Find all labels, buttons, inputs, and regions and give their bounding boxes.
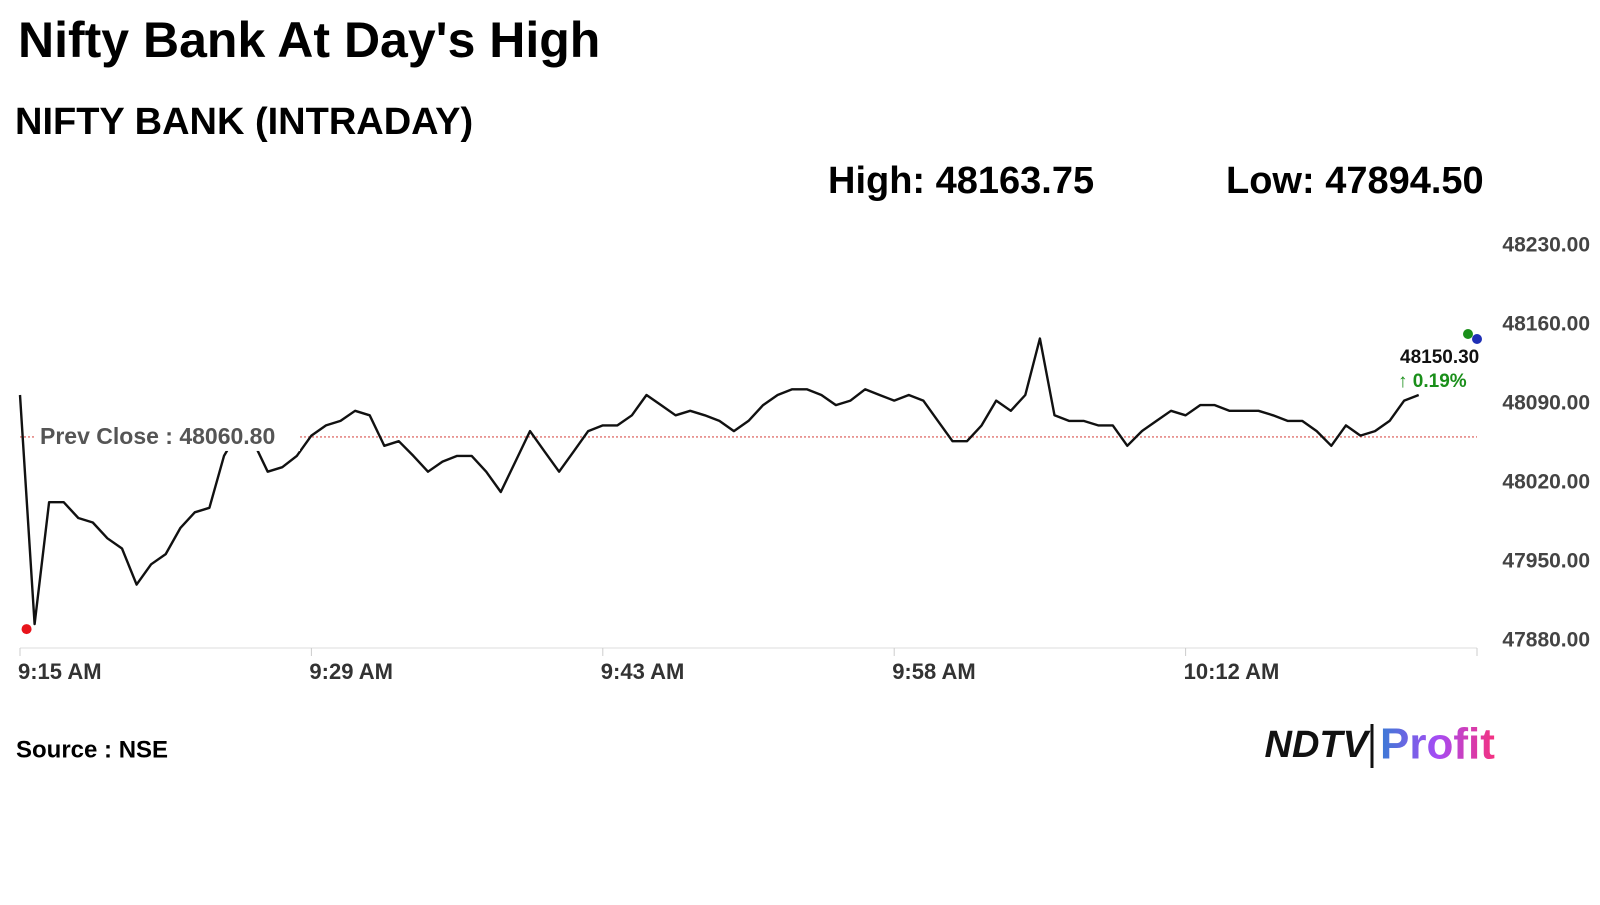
- price-line: [18, 337, 1420, 626]
- indicator-dot: [1472, 334, 1482, 344]
- y-tick-label: 47950.00: [1502, 550, 1590, 573]
- brand-name: NDTV: [1265, 724, 1371, 766]
- x-tick-label: 9:29 AM: [309, 659, 393, 684]
- x-tick-label: 9:43 AM: [601, 659, 685, 684]
- y-tick-label: 48090.00: [1502, 392, 1590, 415]
- y-tick-label: 48160.00: [1502, 313, 1590, 336]
- x-tick-label: 10:12 AM: [1184, 659, 1280, 684]
- prev-close-label-bg: [34, 420, 300, 451]
- x-tick-label: 9:15 AM: [18, 659, 102, 684]
- chart-subtitle: NIFTY BANK (INTRADAY): [15, 101, 473, 143]
- y-tick-label: 48230.00: [1502, 234, 1590, 257]
- x-tick-label: 9:58 AM: [892, 659, 976, 684]
- source: Source : NSE: [16, 736, 168, 763]
- y-tick-label: 48020.00: [1502, 471, 1590, 494]
- prev-close-label: Prev Close : 48060.80: [40, 423, 275, 449]
- last-price: 48150.30: [1400, 347, 1479, 368]
- change: ↑ 0.19%: [1398, 371, 1467, 392]
- low-label: Low: 47894.50: [1226, 160, 1484, 202]
- high-label: High: 48163.75: [828, 160, 1094, 202]
- chart-title: Nifty Bank At Day's High: [18, 12, 600, 68]
- brand-product: Profit: [1380, 720, 1495, 769]
- y-tick-label: 47880.00: [1502, 629, 1590, 652]
- indicator-dot: [1463, 329, 1473, 339]
- low-marker: [21, 624, 32, 635]
